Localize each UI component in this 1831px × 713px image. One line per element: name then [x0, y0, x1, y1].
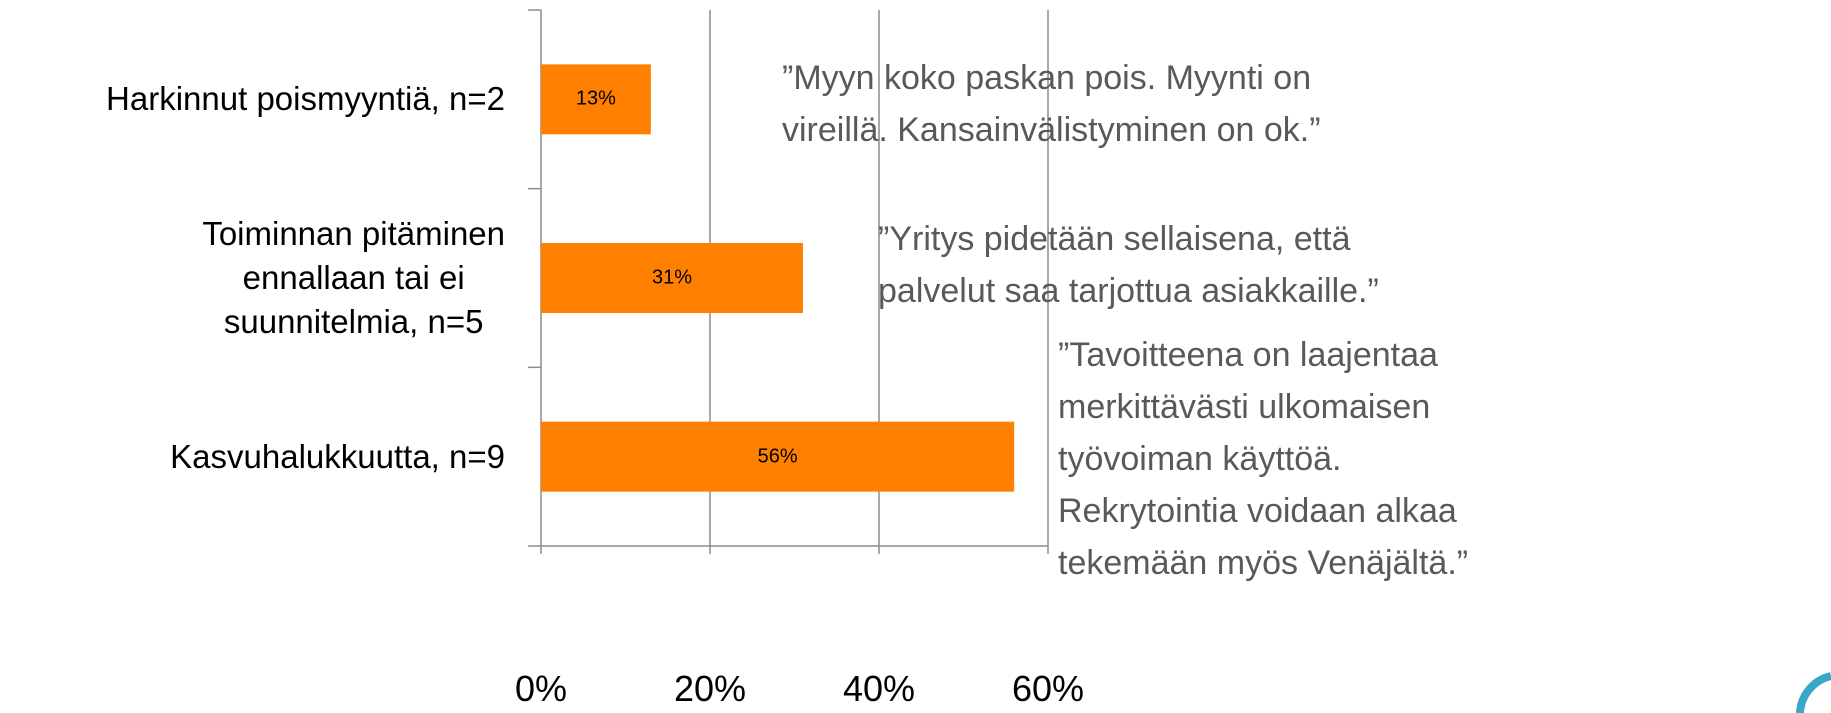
- bar: [541, 243, 803, 313]
- value-label: 31%: [651, 266, 692, 289]
- y-tick-label: Kasvuhalukkuutta, n=9: [170, 435, 505, 479]
- y-tick-label: Toiminnan pitäminen ennallaan tai ei suu…: [202, 212, 505, 344]
- y-tick-label-text: Harkinnut poismyyntiä, n=2: [106, 80, 505, 118]
- bar: [541, 421, 1015, 492]
- x-tick-label: 40%: [842, 668, 916, 709]
- x-tick-label: 20%: [673, 668, 747, 709]
- x-tick-label: 60%: [1011, 668, 1085, 709]
- logo: [1796, 672, 1831, 713]
- value-label: 13%: [575, 87, 616, 110]
- y-tick-label-text: Kasvuhalukkuutta, n=9: [170, 437, 505, 475]
- value-label: 56%: [757, 445, 798, 468]
- annotation: ”Yritys pidetään sellaisena, että palvel…: [878, 220, 1379, 310]
- x-tick-label: 0%: [514, 668, 568, 709]
- annotation: ”Myyn koko paskan pois. Myynti on vireil…: [782, 59, 1321, 149]
- bar: [541, 64, 651, 135]
- y-tick-label-text: Toiminnan pitäminen ennallaan tai ei suu…: [202, 215, 505, 340]
- y-tick-label: Harkinnut poismyyntiä, n=2: [106, 77, 505, 121]
- annotation: ”Tavoitteena on laajentaa merkittävästi …: [1058, 336, 1469, 582]
